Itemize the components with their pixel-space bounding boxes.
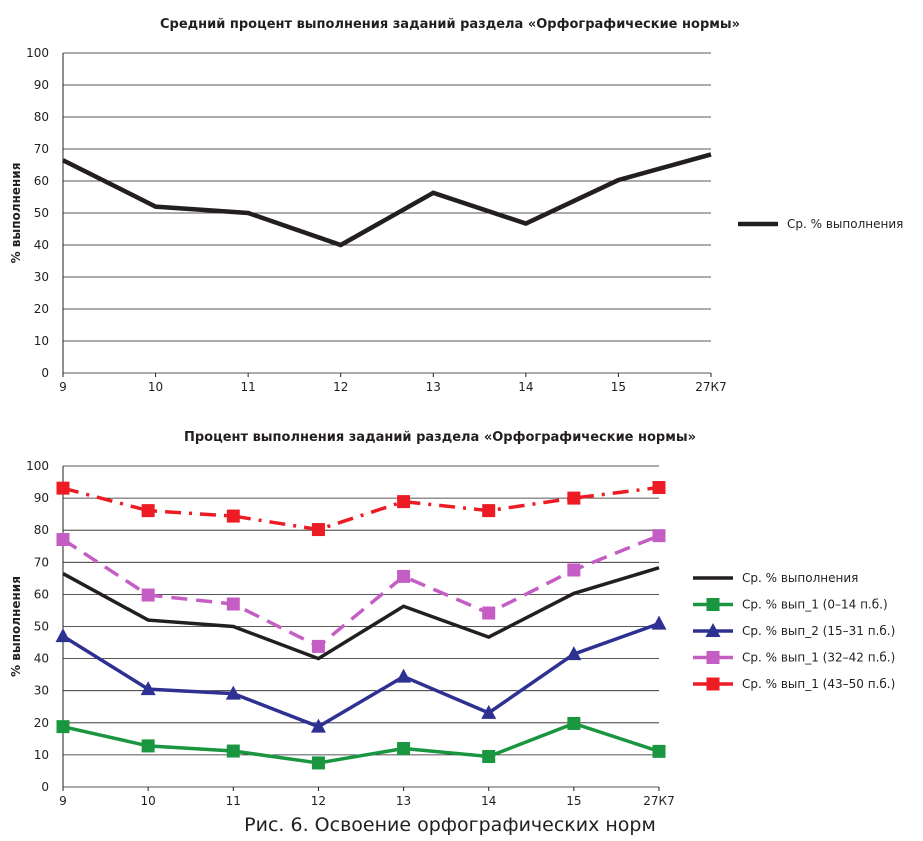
x-tick-label: 10 <box>141 794 156 808</box>
legend-swatch-marker <box>706 651 720 664</box>
y-tick-label: 20 <box>34 302 49 316</box>
y-tick-label: 40 <box>34 238 49 252</box>
legend-label: Ср. % выполнения <box>787 217 903 231</box>
legend-label: Ср. % вып_1 (43–50 п.б.) <box>742 677 895 691</box>
y-tick-label: 0 <box>41 366 49 380</box>
legend-label: Ср. % вып_1 (32–42 п.б.) <box>742 651 895 665</box>
y-tick-label: 0 <box>41 780 49 794</box>
chart-2: Процент выполнения заданий раздела «Орфо… <box>9 430 895 808</box>
x-tick-label: 27К7 <box>695 380 726 394</box>
y-tick-label: 90 <box>34 491 49 505</box>
legend-label: Ср. % выполнения <box>742 571 858 585</box>
data-point-marker <box>482 504 496 518</box>
y-axis-label: % выполнения <box>9 576 23 677</box>
y-tick-label: 80 <box>34 523 49 537</box>
chart-title: Средний процент выполнения заданий разде… <box>160 17 740 32</box>
x-tick-label: 15 <box>566 794 581 808</box>
data-point-marker <box>141 588 155 602</box>
y-tick-label: 90 <box>34 78 49 92</box>
legend-swatch-marker <box>706 677 720 691</box>
data-point-marker <box>396 668 412 683</box>
x-tick-label: 11 <box>241 380 256 394</box>
y-tick-label: 70 <box>34 555 49 569</box>
legend-label: Ср. % вып_2 (15–31 п.б.) <box>742 624 895 638</box>
data-point-marker <box>567 716 581 730</box>
y-tick-label: 60 <box>34 587 49 601</box>
x-tick-label: 14 <box>481 794 496 808</box>
y-tick-label: 30 <box>34 684 49 698</box>
data-point-marker <box>310 718 326 733</box>
series-line-1 <box>61 152 712 248</box>
y-tick-label: 50 <box>34 620 49 634</box>
data-point-marker <box>397 569 411 583</box>
data-point-marker <box>140 681 156 696</box>
y-tick-label: 10 <box>34 748 49 762</box>
x-tick-label: 13 <box>396 794 411 808</box>
x-tick-label: 15 <box>611 380 626 394</box>
data-point-marker <box>56 720 70 734</box>
data-point-marker <box>397 741 411 755</box>
data-point-marker <box>652 481 666 495</box>
data-point-marker <box>651 615 667 630</box>
series-line-2 <box>62 721 660 765</box>
legend-swatch-marker <box>705 623 721 637</box>
x-tick-label: 14 <box>518 380 533 394</box>
data-point-marker <box>141 504 155 518</box>
y-tick-label: 60 <box>34 174 49 188</box>
data-point-marker <box>56 533 70 547</box>
y-axis-label: % выполнения <box>9 163 23 264</box>
data-point-marker <box>567 491 581 505</box>
data-point-marker <box>567 563 581 577</box>
data-point-marker <box>226 597 240 611</box>
data-point-marker <box>481 704 497 719</box>
series-line-1 <box>62 566 660 661</box>
series-line-3 <box>62 621 660 729</box>
series-line-4 <box>62 534 660 649</box>
legend-swatch-marker <box>706 598 720 611</box>
data-point-marker <box>311 756 325 770</box>
legend-label: Ср. % вып_1 (0–14 п.б.) <box>742 598 888 612</box>
data-point-marker <box>55 628 71 643</box>
x-tick-label: 11 <box>226 794 241 808</box>
x-tick-label: 27К7 <box>643 794 674 808</box>
y-tick-label: 70 <box>34 142 49 156</box>
y-tick-label: 100 <box>26 459 49 473</box>
data-point-marker <box>652 744 666 758</box>
x-tick-label: 9 <box>59 380 67 394</box>
y-tick-label: 100 <box>26 46 49 60</box>
y-tick-label: 40 <box>34 652 49 666</box>
data-point-marker <box>226 509 240 523</box>
figure-caption: Рис. 6. Освоение орфографических норм <box>244 814 656 836</box>
y-tick-label: 50 <box>34 206 49 220</box>
data-point-marker <box>225 685 241 700</box>
data-point-marker <box>226 744 240 758</box>
data-point-marker <box>141 739 155 753</box>
data-point-marker <box>397 495 411 509</box>
x-tick-label: 13 <box>426 380 441 394</box>
x-tick-label: 12 <box>333 380 348 394</box>
y-tick-label: 80 <box>34 110 49 124</box>
data-point-marker <box>482 750 496 764</box>
data-point-marker <box>311 639 325 653</box>
data-point-marker <box>566 646 582 661</box>
x-tick-label: 9 <box>59 794 67 808</box>
chart-title: Процент выполнения заданий раздела «Орфо… <box>184 430 696 445</box>
y-tick-label: 30 <box>34 270 49 284</box>
series-line-5 <box>62 485 660 532</box>
data-point-marker <box>652 529 666 543</box>
y-tick-label: 20 <box>34 716 49 730</box>
data-point-marker <box>482 606 496 620</box>
x-tick-label: 10 <box>148 380 163 394</box>
x-tick-label: 12 <box>311 794 326 808</box>
y-tick-label: 10 <box>34 334 49 348</box>
data-point-marker <box>56 481 70 495</box>
chart-1: Средний процент выполнения заданий разде… <box>9 17 903 394</box>
data-point-marker <box>311 523 325 537</box>
